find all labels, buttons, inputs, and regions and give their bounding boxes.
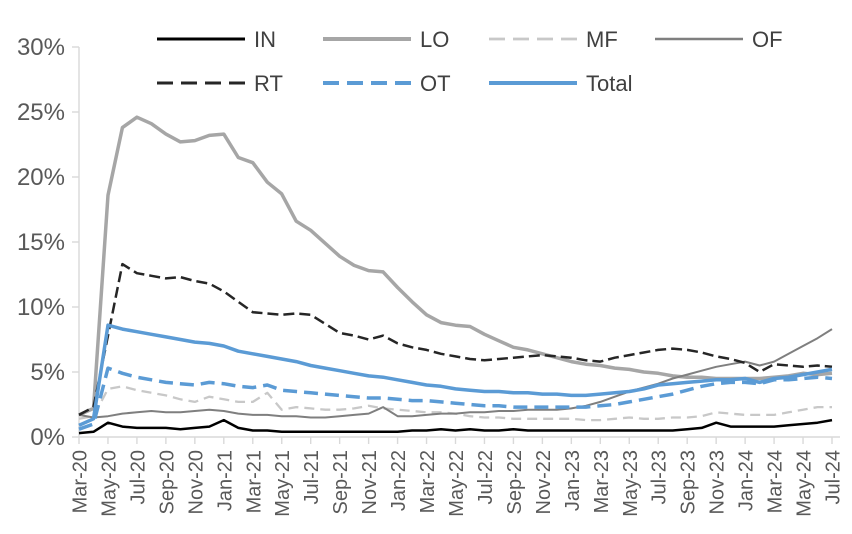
legend-item-OT: OT [323,71,451,96]
x-tick-label: Mar-24 [765,450,787,513]
x-tick-label: May-21 [272,450,294,517]
x-tick-label: May-20 [98,450,120,517]
legend-item-Total: Total [489,71,632,96]
x-tick-label: Mar-23 [591,450,613,513]
legend-label-RT: RT [254,71,283,96]
x-axis-labels: Mar-20 May-20 Jul-20 Sep-20 Nov-20 Jan-21 Mar-… [70,437,845,517]
y-tick-label: 15% [17,229,65,256]
y-tick-label: 0% [30,424,65,451]
series-line-OF [78,328,833,419]
y-tick-label: 5% [30,359,65,386]
legend-item-LO: LO [323,27,449,52]
series-line-Total [78,323,833,427]
x-tick-label: Jul-21 [301,450,323,504]
legend-item-RT: RT [157,71,283,96]
y-tick-label: 30% [17,34,65,61]
x-tick-label: Jul-23 [649,450,671,504]
x-tick-label: Nov-23 [707,450,729,514]
legend-label-Total: Total [586,71,632,96]
x-tick-label: Mar-21 [243,450,265,513]
x-tick-label: Jan-21 [214,450,236,511]
x-tick-label: May-23 [620,450,642,517]
y-axis-labels: 0% 5% 10% 15% 20% 25% 30% [17,34,79,451]
series-line-OT [78,366,833,431]
plot-area [78,115,833,435]
x-tick-label: May-24 [794,450,816,517]
legend-label-OT: OT [420,71,451,96]
legend-item-IN: IN [157,27,276,52]
legend-label-OF: OF [752,27,783,52]
legend-item-MF: MF [489,27,618,52]
x-tick-label: Jul-22 [475,450,497,504]
legend-label-IN: IN [254,27,276,52]
x-tick-label: Jul-20 [127,450,149,504]
series-line-IN [78,418,833,435]
x-tick-label: Mar-20 [70,450,92,513]
x-tick-label: Mar-22 [417,450,439,513]
x-tick-label: May-22 [446,450,468,517]
x-tick-label: Nov-21 [359,450,381,514]
x-tick-label: Sep-21 [330,450,352,515]
y-tick-label: 10% [17,294,65,321]
x-tick-label: Sep-20 [156,450,178,515]
x-tick-label: Jan-23 [562,450,584,511]
legend: IN LO MF OF RT OT Total [157,27,783,96]
y-tick-label: 25% [17,99,65,126]
x-tick-label: Jan-24 [736,450,758,511]
y-tick-label: 20% [17,164,65,191]
legend-item-OF: OF [655,27,783,52]
x-tick-label: Nov-22 [533,450,555,514]
x-tick-label: Sep-22 [504,450,526,515]
legend-label-MF: MF [586,27,618,52]
series-line-LO [78,115,833,417]
x-tick-label: Jul-24 [823,450,845,504]
series-line-RT [78,262,833,417]
x-tick-label: Jan-22 [388,450,410,511]
x-tick-label: Nov-20 [185,450,207,514]
legend-label-LO: LO [420,27,449,52]
x-tick-label: Sep-23 [678,450,700,515]
